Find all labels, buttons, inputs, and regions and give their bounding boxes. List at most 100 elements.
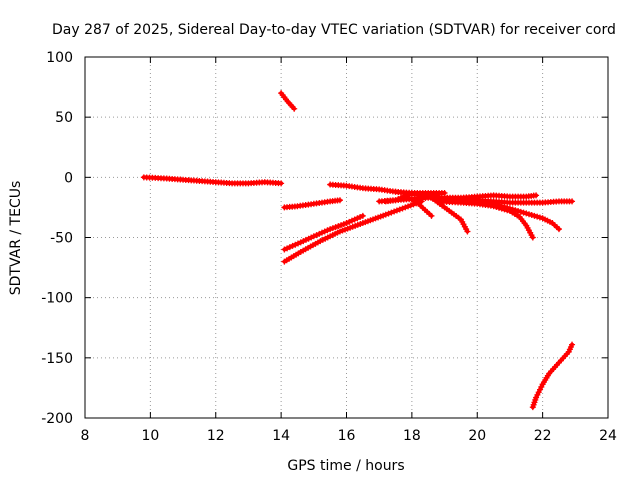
x-tick-label: 22 [534, 428, 552, 444]
data-point [441, 189, 448, 196]
data-point [428, 212, 435, 219]
data-point [506, 205, 513, 212]
y-axis-title: SDTVAR / TECUs [8, 181, 24, 296]
data-point [392, 197, 399, 204]
data-point [400, 193, 407, 200]
data-point [343, 220, 350, 227]
data-point [289, 242, 296, 249]
data-point [281, 246, 288, 253]
data-point [531, 212, 538, 219]
data-point [338, 222, 345, 229]
data-point [534, 213, 541, 220]
data-point [493, 201, 500, 208]
data-point [496, 202, 503, 209]
y-tick-label: -200 [41, 411, 73, 427]
data-point [403, 192, 410, 199]
data-point [291, 105, 298, 112]
data-point [346, 218, 353, 225]
data-point [336, 197, 343, 204]
data-point [318, 229, 325, 236]
axis-ticks: 8 10 12 14 16 18 20 22 24 100 50 0 -50 -100 -150 -200 [41, 50, 617, 444]
y-tick-label: -50 [50, 231, 73, 247]
data-point [406, 191, 413, 198]
data-point [512, 207, 519, 214]
data-point [397, 194, 404, 201]
data-point [329, 225, 336, 232]
data-point [324, 227, 331, 234]
data-point [529, 234, 536, 241]
data-point [295, 240, 302, 247]
data-point [310, 233, 317, 240]
y-tick-label: -100 [41, 291, 73, 307]
y-tick-label: 0 [64, 170, 73, 186]
series-arc4 [281, 212, 366, 253]
series-arc2 [278, 90, 298, 112]
series-arc3 [281, 197, 343, 211]
data-point [528, 212, 535, 219]
x-tick-label: 10 [141, 428, 159, 444]
x-axis-title: GPS time / hours [287, 458, 404, 474]
data-point [351, 216, 358, 223]
data-point [526, 211, 533, 218]
data-point [286, 244, 293, 251]
data-point [335, 223, 342, 230]
data-point [340, 221, 347, 228]
data-point [348, 217, 355, 224]
data-point [407, 202, 414, 209]
data-point [402, 204, 409, 211]
data-point [520, 209, 527, 216]
data-point [498, 203, 505, 210]
data-point [357, 214, 364, 221]
data-point [509, 206, 516, 213]
data-point [393, 207, 400, 214]
data-point [504, 204, 511, 211]
data-point [536, 214, 543, 221]
series-arc13 [529, 341, 576, 411]
data-point [569, 198, 576, 205]
data-point [490, 200, 497, 207]
data-point [327, 226, 334, 233]
series-arc1 [140, 174, 285, 187]
data-point [517, 208, 524, 215]
y-tick-label: -150 [41, 351, 73, 367]
chart-title: Day 287 of 2025, Sidereal Day-to-day VTE… [52, 22, 616, 38]
x-tick-label: 8 [81, 428, 90, 444]
series-arc12 [441, 195, 562, 233]
series-arc5 [281, 198, 425, 265]
data-point [501, 204, 508, 211]
data-point [278, 180, 285, 187]
y-tick-label: 50 [55, 110, 73, 126]
series-line [282, 199, 424, 264]
data-point [354, 215, 361, 222]
data-point [464, 228, 471, 235]
data-point [399, 205, 406, 212]
x-tick-label: 24 [599, 428, 617, 444]
data-point [321, 228, 328, 235]
data-point [569, 341, 576, 348]
x-tick-label: 20 [468, 428, 486, 444]
grid-lines [85, 57, 608, 418]
x-tick-label: 16 [338, 428, 356, 444]
x-tick-label: 18 [403, 428, 421, 444]
data-point [533, 192, 540, 199]
data-point [523, 210, 530, 217]
data-point [555, 226, 562, 233]
data-point [395, 195, 402, 202]
data-point [316, 230, 323, 237]
data-point [382, 211, 389, 218]
data-point [515, 208, 522, 215]
data-point [292, 241, 299, 248]
data-series [140, 90, 576, 411]
y-tick-label: 100 [46, 50, 73, 66]
data-point [405, 203, 412, 210]
data-point [396, 206, 403, 213]
data-point [284, 245, 291, 252]
data-point [388, 209, 395, 216]
series-arc10 [382, 189, 448, 205]
x-tick-label: 12 [207, 428, 225, 444]
data-point [391, 208, 398, 215]
data-point [332, 224, 339, 231]
data-point [313, 232, 320, 239]
x-tick-label: 14 [272, 428, 290, 444]
